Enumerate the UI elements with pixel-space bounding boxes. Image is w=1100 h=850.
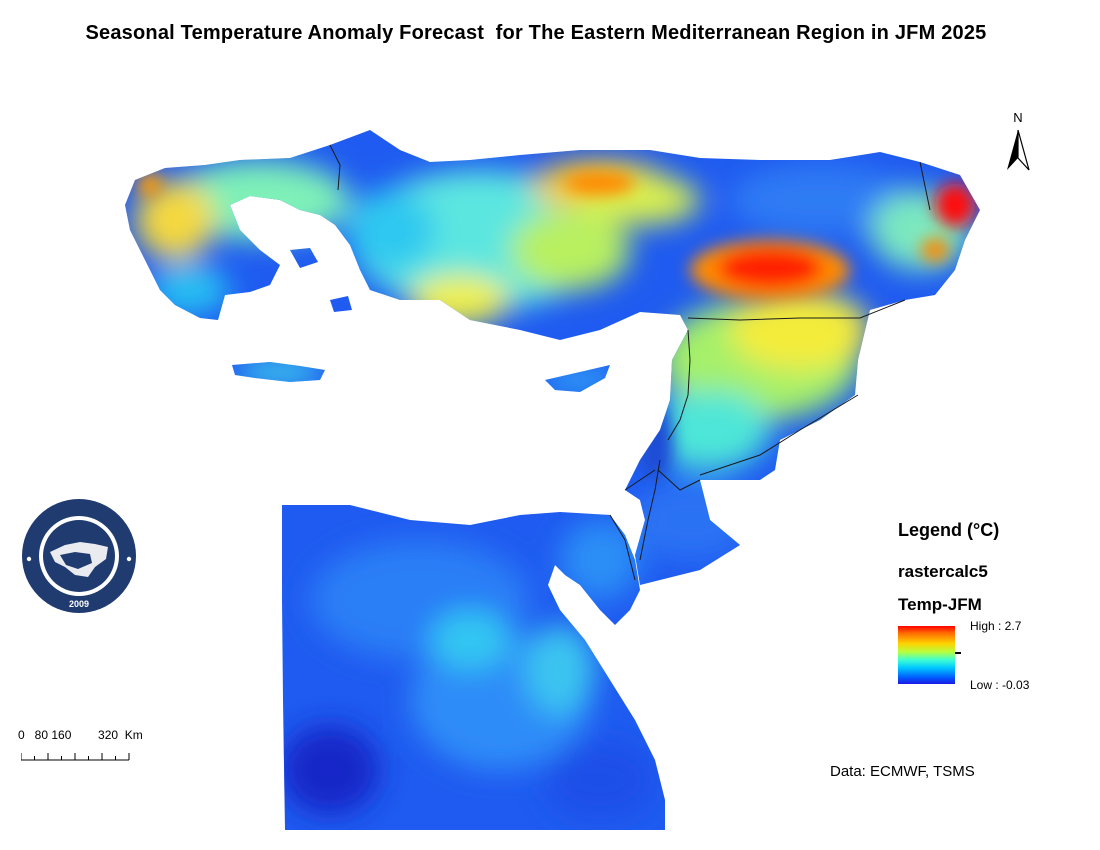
legend-tick bbox=[955, 652, 961, 654]
north-arrow: N bbox=[1003, 110, 1033, 174]
legend: Legend (°C) rastercalc5 Temp-JFM High : … bbox=[898, 520, 1078, 700]
eastern-mediterranean-climate-centre-logo-icon: 2009 bbox=[22, 499, 136, 613]
north-label: N bbox=[1013, 110, 1023, 125]
legend-field-name: Temp-JFM bbox=[898, 595, 982, 614]
climate-centre-logo: 2009 bbox=[20, 497, 138, 615]
map-title: Seasonal Temperature Anomaly Forecast fo… bbox=[85, 22, 987, 44]
scale-bar: 0 80 160 320 Km bbox=[18, 728, 178, 768]
north-arrow-icon bbox=[1007, 129, 1030, 171]
scale-bar-labels: 0 80 160 320 Km bbox=[18, 728, 143, 742]
legend-low-label: Low : -0.03 bbox=[970, 678, 1030, 692]
legend-layer-name: rastercalc5 bbox=[898, 562, 988, 581]
logo-year: 2009 bbox=[69, 599, 89, 609]
legend-title: Legend (°C) bbox=[898, 520, 1000, 540]
legend-high-label: High : 2.7 bbox=[970, 619, 1022, 633]
legend-color-ramp bbox=[898, 626, 955, 684]
data-source-credit: Data: ECMWF, TSMS bbox=[830, 763, 975, 780]
scale-bar-line bbox=[21, 753, 130, 761]
